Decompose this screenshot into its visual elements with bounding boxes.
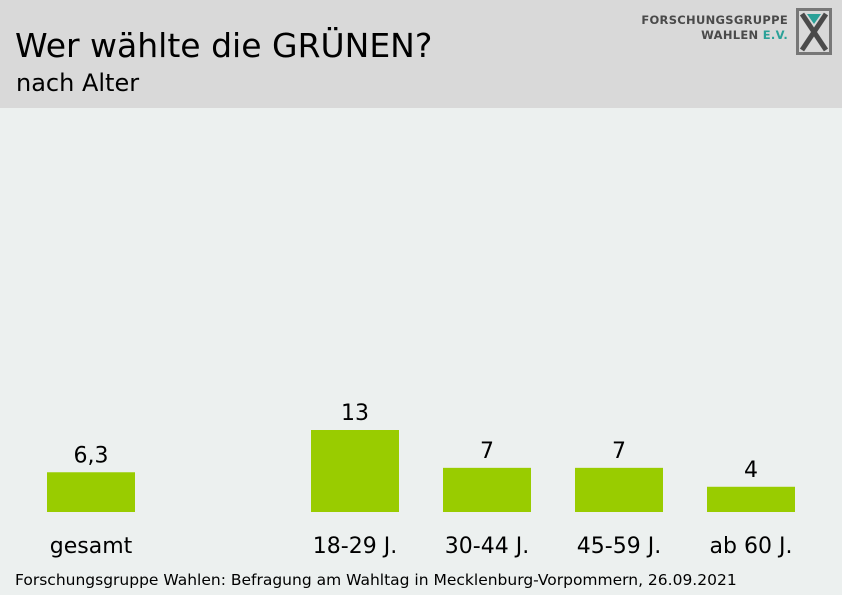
logo-line-1: FORSCHUNGSGRUPPE [641, 13, 788, 27]
logo-line-2-accent: E.V. [762, 28, 788, 42]
source-note: Forschungsgruppe Wahlen: Befragung am Wa… [15, 571, 737, 589]
page-subtitle: nach Alter [16, 69, 140, 97]
value-label-2: 7 [480, 439, 494, 464]
value-label-0: 6,3 [74, 443, 109, 468]
category-label-4: ab 60 J. [710, 534, 793, 559]
x-mark-logo-icon [796, 8, 832, 55]
logo-frame [796, 8, 832, 55]
logo-stroke-b [799, 12, 829, 52]
bar-4 [707, 486, 795, 512]
bar-1 [311, 430, 399, 512]
value-label-4: 4 [744, 458, 758, 483]
bar-2 [443, 467, 531, 512]
category-label-1: 18-29 J. [313, 534, 397, 559]
category-label-3: 45-59 J. [577, 534, 661, 559]
logo-line-2-main: WAHLEN [701, 28, 763, 42]
bar-3 [575, 467, 663, 512]
category-label-0: gesamt [50, 534, 133, 559]
bar-chart: 6,3 gesamt 13 18-29 J. 7 30-44 J. 7 45-59 J. 4 ab… [47, 401, 795, 559]
page-title: Wer wählte die GRÜNEN? [15, 26, 433, 65]
value-label-3: 7 [612, 439, 626, 464]
category-label-2: 30-44 J. [445, 534, 529, 559]
header-banner: Wer wählte die GRÜNEN? nach Alter FORSCH… [0, 0, 842, 108]
logo-accent-triangle [807, 14, 821, 24]
logo-line-2: WAHLEN E.V. [701, 28, 788, 42]
value-label-1: 13 [341, 401, 369, 426]
bar-0 [47, 472, 135, 512]
